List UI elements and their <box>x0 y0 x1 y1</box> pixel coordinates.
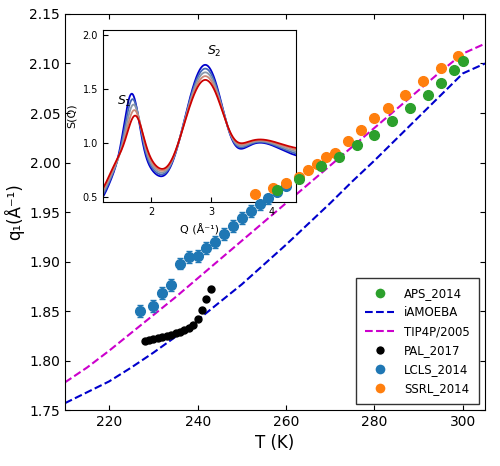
iAMOEBA <box>106 378 112 384</box>
TIP4P/2005 <box>328 163 334 168</box>
TIP4P/2005 <box>283 200 289 206</box>
iAMOEBA <box>62 400 68 406</box>
PAL_2017 <box>190 322 196 328</box>
TIP4P/2005 <box>460 51 466 56</box>
PAL_2017 <box>150 336 156 342</box>
iAMOEBA <box>194 317 200 323</box>
TIP4P/2005 <box>394 106 400 112</box>
iAMOEBA <box>84 390 90 395</box>
X-axis label: T (K): T (K) <box>256 434 294 452</box>
iAMOEBA <box>305 221 311 227</box>
PAL_2017 <box>172 330 178 336</box>
PAL_2017 <box>186 325 192 331</box>
TIP4P/2005 <box>482 41 488 47</box>
PAL_2017 <box>182 327 188 333</box>
iAMOEBA <box>328 200 334 206</box>
TIP4P/2005 <box>62 379 68 385</box>
iAMOEBA <box>394 136 400 142</box>
Line: iAMOEBA: iAMOEBA <box>65 63 485 403</box>
iAMOEBA <box>283 242 289 247</box>
TIP4P/2005 <box>84 365 90 370</box>
PAL_2017 <box>146 337 152 343</box>
PAL_2017 <box>204 296 210 302</box>
TIP4P/2005 <box>438 69 444 74</box>
iAMOEBA <box>150 350 156 356</box>
PAL_2017 <box>208 287 214 292</box>
iAMOEBA <box>460 71 466 76</box>
Line: TIP4P/2005: TIP4P/2005 <box>65 44 485 382</box>
PAL_2017 <box>194 316 200 322</box>
PAL_2017 <box>142 338 148 343</box>
Y-axis label: q₁(Å⁻¹): q₁(Å⁻¹) <box>4 184 24 240</box>
TIP4P/2005 <box>216 257 222 262</box>
PAL_2017 <box>168 332 174 337</box>
TIP4P/2005 <box>350 144 356 150</box>
TIP4P/2005 <box>305 181 311 187</box>
PAL_2017 <box>177 329 183 335</box>
TIP4P/2005 <box>261 219 267 225</box>
iAMOEBA <box>216 299 222 305</box>
iAMOEBA <box>239 281 245 287</box>
TIP4P/2005 <box>106 348 112 353</box>
iAMOEBA <box>416 114 422 120</box>
PAL_2017 <box>164 333 170 339</box>
iAMOEBA <box>350 178 356 184</box>
PAL_2017 <box>199 307 205 313</box>
iAMOEBA <box>172 334 178 340</box>
iAMOEBA <box>482 61 488 66</box>
iAMOEBA <box>438 92 444 98</box>
iAMOEBA <box>128 365 134 370</box>
Legend: APS_2014, iAMOEBA, TIP4P/2005, PAL_2017, LCLS_2014, SSRL_2014: APS_2014, iAMOEBA, TIP4P/2005, PAL_2017,… <box>356 278 479 404</box>
iAMOEBA <box>372 158 378 164</box>
iAMOEBA <box>261 262 267 267</box>
TIP4P/2005 <box>194 275 200 281</box>
TIP4P/2005 <box>128 330 134 336</box>
Line: PAL_2017: PAL_2017 <box>141 286 214 344</box>
TIP4P/2005 <box>416 88 422 93</box>
TIP4P/2005 <box>172 295 178 300</box>
TIP4P/2005 <box>372 125 378 130</box>
PAL_2017 <box>155 335 161 341</box>
TIP4P/2005 <box>239 238 245 244</box>
TIP4P/2005 <box>150 312 156 318</box>
PAL_2017 <box>160 334 166 340</box>
